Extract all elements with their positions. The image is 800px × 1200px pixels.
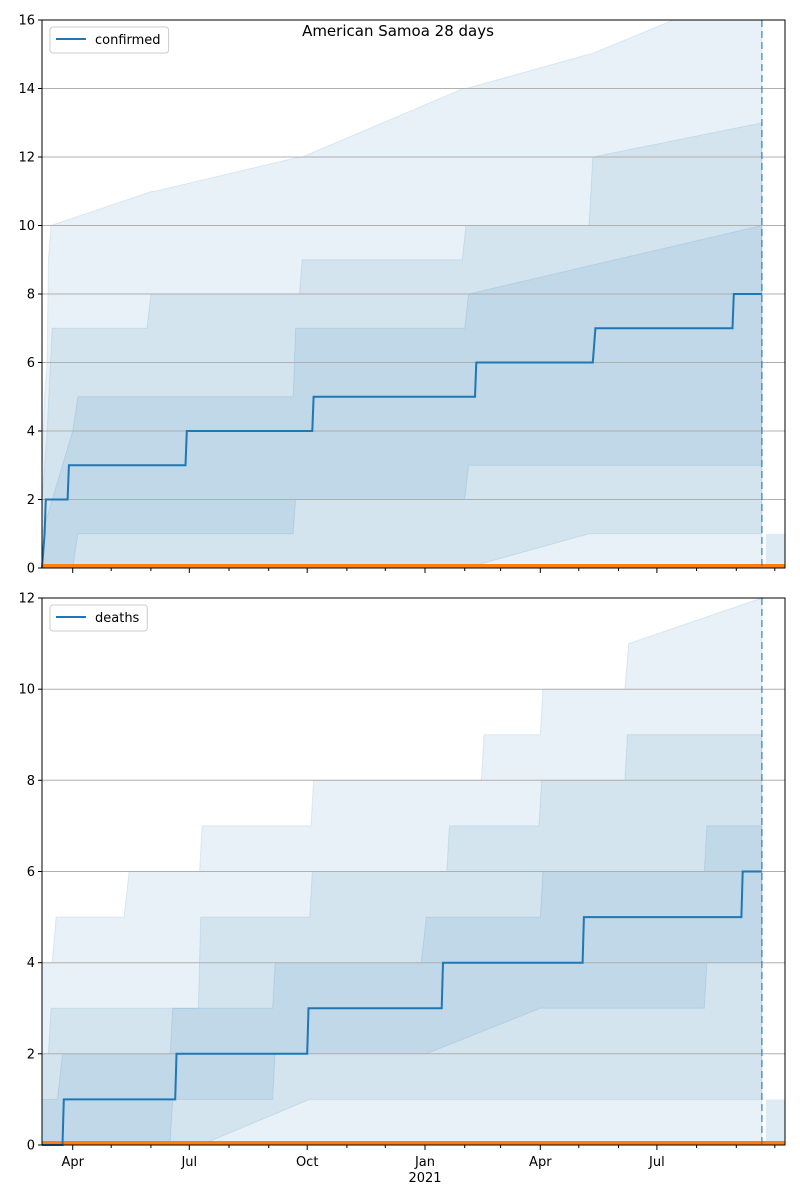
- deaths-legend: deaths: [49, 604, 148, 632]
- x-tick-label: Apr: [61, 1155, 84, 1170]
- confirmed-gridlines: [42, 88, 785, 500]
- y-tick-label: 14: [18, 82, 35, 97]
- x-tick-labels: Apr Jul Oct Jan Apr Jul: [61, 1155, 664, 1170]
- figure-title: American Samoa 28 days: [302, 22, 494, 40]
- y-tick-label: 6: [27, 865, 35, 880]
- tail-band: [765, 1099, 785, 1145]
- tail-band: [765, 533, 785, 569]
- x-tick-label: Jul: [180, 1155, 197, 1170]
- y-tick-label: 8: [27, 774, 35, 789]
- x-tick-label: Apr: [529, 1155, 552, 1170]
- x-tick-label: Jul: [648, 1155, 665, 1170]
- deaths-y-axis: 0 2 4 6 8 10 12: [18, 592, 42, 1154]
- y-tick-label: 4: [27, 956, 35, 971]
- deaths-uncertainty-bands: [41, 597, 785, 1146]
- y-tick-label: 4: [27, 425, 35, 440]
- x-tick-label: Jan: [414, 1155, 435, 1170]
- confirmed-series-line: [41, 293, 762, 569]
- confirmed-panel: 0 2 4 6 8 10 12 14 16 confirmed: [18, 14, 786, 577]
- y-tick-label: 12: [18, 592, 35, 607]
- y-tick-label: 2: [27, 493, 35, 508]
- legend-label-confirmed: confirmed: [95, 33, 161, 48]
- x-tick-label: Oct: [296, 1155, 318, 1170]
- confirmed-legend: confirmed: [49, 26, 170, 54]
- y-tick-label: 2: [27, 1047, 35, 1062]
- confirmed-y-axis: 0 2 4 6 8 10 12 14 16: [18, 14, 42, 577]
- y-tick-label: 6: [27, 356, 35, 371]
- legend-box: [49, 604, 148, 632]
- x-year-label: 2021: [408, 1171, 441, 1186]
- deaths-panel: 0 2 4 6 8 10 12 deaths: [18, 592, 786, 1154]
- y-tick-label: 0: [27, 562, 35, 577]
- legend-label-deaths: deaths: [95, 611, 140, 626]
- confirmed-x-axis: [72, 568, 776, 573]
- y-tick-label: 10: [18, 219, 35, 234]
- y-tick-label: 10: [18, 683, 35, 698]
- y-tick-label: 16: [18, 14, 35, 29]
- deaths-x-axis: [72, 1145, 776, 1150]
- deaths-series-line: [42, 870, 762, 1146]
- y-tick-label: 0: [27, 1139, 35, 1154]
- y-tick-label: 12: [18, 151, 35, 166]
- legend-box: [49, 26, 170, 54]
- deaths-gridlines: [42, 688, 785, 1055]
- y-tick-label: 8: [27, 288, 35, 303]
